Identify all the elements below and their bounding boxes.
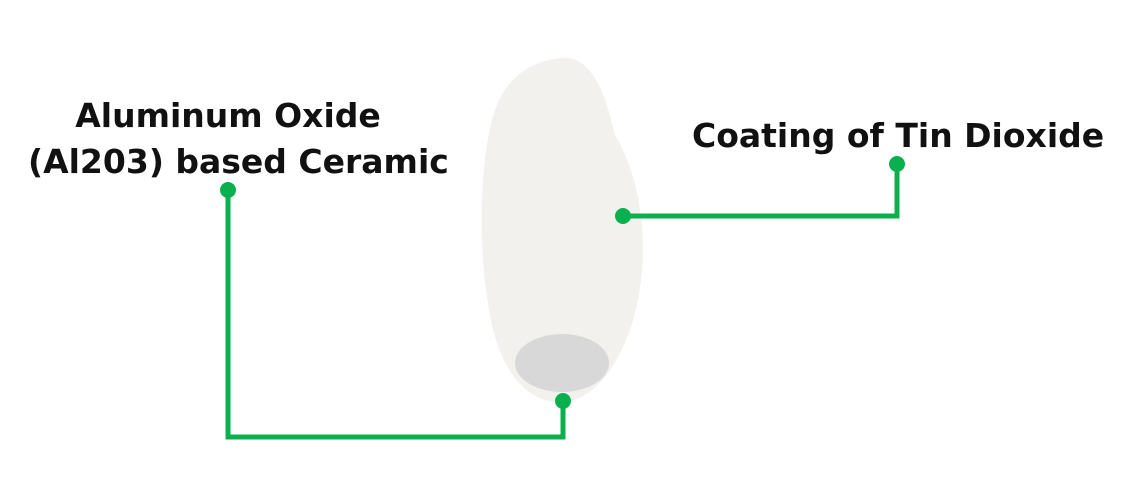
ceramic-label-line2: (Al203) based Ceramic <box>28 142 449 181</box>
coating-leader-dot-label <box>889 156 905 172</box>
ceramic-label: Aluminum Oxide (Al203) based Ceramic <box>28 93 449 185</box>
ceramic-base <box>515 334 609 392</box>
ceramic-leader-line <box>225 190 566 440</box>
ceramic-label-line1: Aluminum Oxide <box>75 96 381 135</box>
coating-leader-line <box>623 164 900 219</box>
sensor-pellet-body <box>481 57 643 402</box>
coating-label: Coating of Tin Dioxide <box>692 116 1105 155</box>
ceramic-leader-dot-label <box>220 182 236 198</box>
coating-leader-dot-target <box>615 208 631 224</box>
ceramic-leader-dot-target <box>555 393 571 409</box>
